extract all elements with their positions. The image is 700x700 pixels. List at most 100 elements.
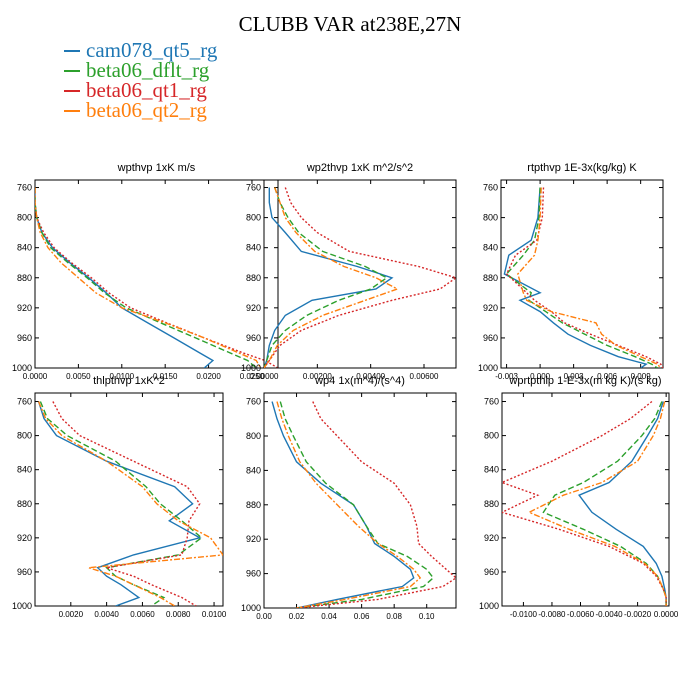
x-tick-label: 0.0050 [66, 372, 91, 381]
y-tick-label: 920 [246, 303, 261, 313]
series-line-1 [503, 187, 648, 368]
y-tick-label: 880 [17, 499, 32, 509]
legend-item: beta06_qt2_rg [64, 100, 217, 121]
y-tick-label: 960 [17, 333, 32, 343]
series-line-2 [35, 187, 257, 368]
x-tick-label: -0.0040 [595, 610, 623, 619]
y-tick-label: 960 [246, 569, 261, 579]
plot-frame [34, 179, 279, 369]
y-tick-label: 880 [246, 273, 261, 283]
x-tick-label: 0.009 [631, 372, 652, 381]
y-tick-label: 800 [483, 213, 498, 223]
x-tick-label: 0.0080 [166, 610, 191, 619]
series-line-3 [264, 187, 456, 368]
y-tick-label: 760 [246, 183, 261, 193]
plot-frame [501, 392, 670, 607]
series-line-1 [271, 401, 415, 608]
x-tick-label: 0.00000 [250, 372, 279, 381]
x-tick-label: -0.0020 [624, 610, 652, 619]
legend-label: beta06_dflt_rg [86, 58, 210, 82]
panel-title: wprtpthlp 1-E-3x(m kg K)/(s kg) [508, 375, 661, 387]
legend: cam078_qt5_rg beta06_dflt_rg beta06_qt1_… [64, 38, 218, 121]
series-line-1 [37, 401, 202, 606]
chart-panel-5: wp4 1x(m^4)/(s^4)76080084088092096010000… [241, 375, 457, 621]
x-tick-label: 0.0100 [110, 372, 135, 381]
series-line-2 [264, 187, 389, 368]
x-tick-label: -0.0060 [567, 610, 595, 619]
series-line-4 [276, 401, 422, 608]
y-tick-label: 1000 [241, 603, 261, 613]
x-tick-label: 0.06 [354, 612, 370, 621]
legend-swatch-qt2 [64, 110, 80, 113]
x-tick-label: 0.00 [256, 612, 272, 621]
y-tick-label: 880 [483, 273, 498, 283]
y-tick-label: 840 [17, 243, 32, 253]
y-tick-label: 840 [246, 465, 261, 475]
y-tick-label: 760 [17, 183, 32, 193]
plot-frame [500, 179, 664, 369]
y-tick-label: 960 [483, 333, 498, 343]
chart-panel-6: wprtpthlp 1-E-3x(m kg K)/(s kg) 760 800 840… [479, 375, 679, 619]
x-tick-label: 0.0200 [196, 372, 221, 381]
y-tick-label: 800 [484, 431, 499, 441]
y-tick-label: 880 [17, 273, 32, 283]
plot-frame [263, 392, 457, 609]
x-tick-label: 0.08 [386, 612, 402, 621]
y-tick-label: 960 [484, 567, 499, 577]
y-tick-label: 960 [17, 567, 32, 577]
x-tick-label: 0.00600 [410, 372, 439, 381]
panel-title: rtpthvp 1E-3x(kg/kg) K [527, 162, 637, 174]
y-tick-label: 800 [17, 431, 32, 441]
x-tick-label: 0.0250 [240, 372, 265, 381]
panel-title: wpthvp 1xK m/s [117, 162, 196, 174]
y-tick-label: 960 [246, 333, 261, 343]
x-tick-label: 0.0000 [23, 372, 48, 381]
plot-frame [263, 179, 457, 369]
series-line-2 [542, 401, 667, 606]
y-tick-label: 760 [483, 183, 498, 193]
series-line-2 [279, 401, 435, 608]
legend-label: cam078_qt5_rg [86, 38, 218, 62]
x-tick-label: 0.00400 [356, 372, 385, 381]
y-tick-label: 920 [483, 303, 498, 313]
series-line-2 [39, 401, 203, 606]
legend-swatch-qt1 [64, 90, 80, 93]
y-tick-label: 840 [484, 465, 499, 475]
series-line-3 [52, 401, 201, 606]
y-tick-label: 760 [246, 397, 261, 407]
series-line-3 [502, 400, 667, 606]
y-tick-label: 760 [484, 397, 499, 407]
x-tick-label: -0.0080 [538, 610, 566, 619]
x-tick-label: 0.0000 [654, 610, 679, 619]
x-tick-label: 0.0150 [153, 372, 178, 381]
legend-item: beta06_qt1_rg [64, 78, 217, 102]
legend-label: beta06_qt1_rg [86, 78, 207, 102]
panel-title: wp2thvp 1xK m^2/s^2 [306, 162, 413, 174]
x-tick-label: 0.04 [321, 612, 337, 621]
y-tick-label: 800 [246, 213, 261, 223]
x-tick-label: 0.006 [597, 372, 618, 381]
series-line-2 [505, 187, 658, 368]
x-tick-label: 0.003 [564, 372, 585, 381]
y-tick-label: 1000 [478, 363, 498, 373]
figure-title: CLUBB VAR at238E,27N [238, 12, 462, 36]
plot-frame [34, 392, 224, 607]
x-tick-label: 0.00200 [303, 372, 332, 381]
x-tick-label: 0.0020 [59, 610, 84, 619]
y-tick-label: 920 [246, 534, 261, 544]
y-tick-label: 880 [246, 500, 261, 510]
y-tick-label: 1000 [479, 601, 499, 611]
series-line-4 [37, 401, 223, 606]
series-line-3 [35, 187, 278, 368]
legend-swatch-cam078 [64, 50, 80, 53]
chart-panel-4: thlpthvp 1xK^2 760 800 840 880 920 960 1000 0.00… [12, 375, 227, 619]
series-line-4 [517, 187, 662, 368]
y-tick-label: 840 [246, 243, 261, 253]
panel-title: thlpthvp 1xK^2 [93, 375, 165, 387]
series-line-4 [35, 187, 262, 368]
y-tick-label: 1000 [12, 601, 32, 611]
series-line-1 [264, 187, 394, 368]
x-tick-label: 0.0060 [130, 610, 155, 619]
y-tick-label: 920 [17, 533, 32, 543]
